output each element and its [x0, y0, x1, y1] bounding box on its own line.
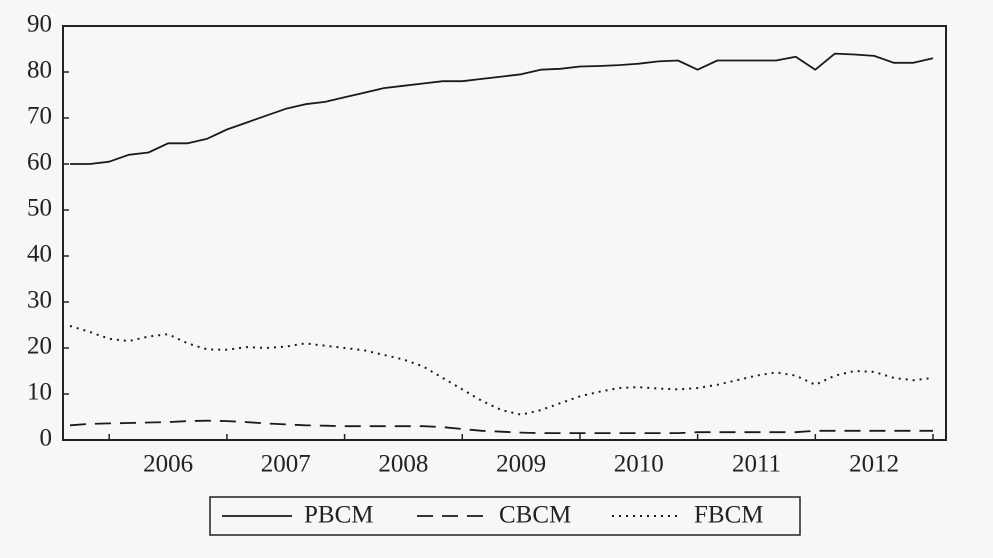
- y-tick-label: 60: [27, 149, 52, 176]
- x-tick-label: 2007: [261, 451, 311, 478]
- series-line: [70, 52, 934, 165]
- y-tick-label: 30: [27, 287, 52, 314]
- x-tick-label: 2011: [732, 451, 781, 478]
- legend-label: PBCM: [304, 502, 373, 529]
- y-tick-label: 90: [27, 11, 52, 38]
- x-tick-label: 2008: [378, 451, 428, 478]
- y-tick-label: 10: [27, 379, 52, 406]
- legend-label: FBCM: [694, 502, 763, 529]
- y-tick-label: 70: [27, 103, 52, 130]
- x-tick-label: 2006: [143, 451, 193, 478]
- y-tick-label: 40: [27, 241, 52, 268]
- y-tick-label: 20: [27, 333, 52, 360]
- legend-box: [209, 496, 801, 536]
- y-tick-label: 80: [27, 57, 52, 84]
- x-tick-label: 2012: [849, 451, 899, 478]
- legend-label: CBCM: [499, 502, 571, 529]
- y-tick-label: 0: [40, 425, 53, 452]
- x-tick-label: 2009: [496, 451, 546, 478]
- x-tick-label: 2010: [614, 451, 664, 478]
- plot-frame: [62, 25, 947, 441]
- series-line: [69, 419, 933, 434]
- y-tick-label: 50: [27, 195, 52, 222]
